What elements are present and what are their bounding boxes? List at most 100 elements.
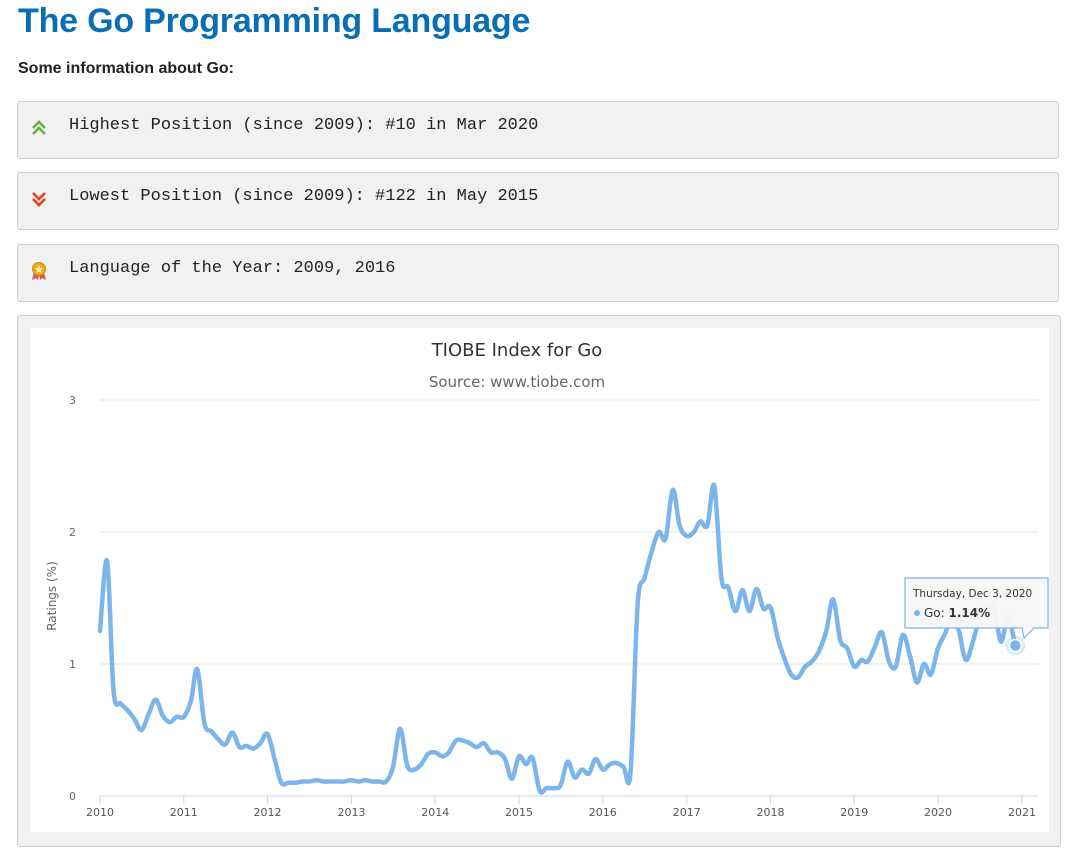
- data-point: [663, 536, 668, 541]
- data-point: [223, 742, 228, 747]
- data-point: [503, 757, 508, 762]
- hover-point: [1008, 638, 1023, 653]
- tiobe-chart[interactable]: TIOBE Index for Go Source: www.tiobe.com…: [30, 328, 1049, 832]
- tooltip-box: [904, 577, 1049, 640]
- data-point: [551, 786, 556, 791]
- data-point: [537, 788, 542, 793]
- x-tick-label: 2010: [86, 806, 114, 819]
- data-point: [740, 588, 745, 593]
- data-point: [677, 523, 682, 528]
- y-tick-label: 0: [69, 790, 76, 803]
- chart-container: TIOBE Index for Go Source: www.tiobe.com…: [17, 315, 1061, 847]
- highest-position-text: Highest Position (since 2009): #10 in Ma…: [69, 116, 539, 135]
- data-point: [98, 629, 103, 634]
- data-point: [342, 779, 347, 784]
- data-point: [908, 654, 913, 659]
- data-point: [859, 658, 864, 663]
- data-point: [607, 762, 612, 767]
- data-point: [105, 559, 110, 564]
- data-point: [635, 602, 640, 607]
- data-point: [384, 779, 389, 784]
- chart-title: TIOBE Index for Go: [431, 340, 603, 361]
- data-point: [600, 767, 605, 772]
- language-of-year-text: Language of the Year: 2009, 2016: [69, 259, 396, 278]
- y-tick-label: 3: [69, 394, 76, 407]
- data-point: [530, 755, 535, 760]
- data-point: [998, 639, 1003, 644]
- data-point: [160, 713, 165, 718]
- data-point: [796, 675, 801, 680]
- data-point: [970, 639, 975, 644]
- award-medal-icon: [32, 262, 46, 280]
- chart-subtitle: Source: www.tiobe.com: [429, 373, 605, 391]
- data-point: [363, 778, 368, 783]
- data-point: [914, 680, 919, 685]
- x-tick-label: 2021: [1008, 806, 1036, 819]
- data-point: [586, 771, 591, 776]
- data-point: [719, 576, 724, 581]
- chart-panel: TIOBE Index for Go Source: www.tiobe.com…: [30, 328, 1049, 832]
- data-point: [474, 745, 479, 750]
- data-point: [803, 664, 808, 669]
- data-point: [817, 648, 822, 653]
- data-point: [237, 745, 242, 750]
- data-point: [684, 533, 689, 538]
- data-point: [258, 741, 263, 746]
- tooltip-bullet: [914, 610, 920, 616]
- lowest-position-box: Lowest Position (since 2009): #122 in Ma…: [17, 172, 1059, 230]
- data-point: [321, 779, 326, 784]
- data-point: [928, 672, 933, 677]
- series-go: [97, 482, 1026, 795]
- data-point: [656, 530, 661, 535]
- data-point: [467, 741, 472, 746]
- data-point: [489, 750, 494, 755]
- data-point: [335, 779, 340, 784]
- page-title: The Go Programming Language: [18, 2, 531, 40]
- data-point: [195, 667, 200, 672]
- data-point: [356, 779, 361, 784]
- data-point: [433, 750, 438, 755]
- data-point: [460, 738, 465, 743]
- data-point: [272, 757, 277, 762]
- data-point: [705, 523, 710, 528]
- data-point: [628, 770, 633, 775]
- lowest-position-text: Lowest Position (since 2009): #122 in Ma…: [69, 187, 539, 206]
- data-point: [886, 659, 891, 664]
- data-point: [279, 780, 284, 785]
- tooltip-series: Go: 1.14%: [924, 606, 990, 620]
- data-point: [125, 708, 130, 713]
- grid: [100, 399, 1038, 797]
- x-tick-label: 2020: [924, 806, 952, 819]
- data-point: [398, 726, 403, 731]
- data-point: [775, 635, 780, 640]
- data-point: [872, 644, 877, 649]
- data-point: [391, 764, 396, 769]
- data-point: [153, 697, 158, 702]
- data-point: [698, 519, 703, 524]
- tooltip-value: 1.14%: [949, 606, 991, 620]
- data-point: [754, 586, 759, 591]
- data-point: [524, 762, 529, 767]
- data-point: [202, 721, 207, 726]
- data-point: [649, 549, 654, 554]
- data-point: [446, 750, 451, 755]
- data-point: [733, 609, 738, 614]
- data-point: [188, 698, 193, 703]
- language-of-year-box: Language of the Year: 2009, 2016: [17, 244, 1059, 302]
- data-point: [265, 731, 270, 736]
- data-point: [565, 759, 570, 764]
- data-point: [691, 530, 696, 535]
- data-point: [481, 741, 486, 746]
- x-tick-label: 2016: [589, 806, 617, 819]
- data-point: [879, 630, 884, 635]
- data-point: [174, 714, 179, 719]
- data-point: [328, 779, 333, 784]
- data-point: [209, 729, 214, 734]
- x-tick-label: 2015: [505, 806, 533, 819]
- data-point: [300, 779, 305, 784]
- y-axis-title: Ratings (%): [45, 561, 59, 631]
- x-tick-label: 2018: [757, 806, 785, 819]
- data-point: [111, 688, 116, 693]
- data-point: [453, 738, 458, 743]
- x-axis: 2010 2011 2012 2013 2014 2015 2016 2017 2018 2019…: [86, 796, 1036, 819]
